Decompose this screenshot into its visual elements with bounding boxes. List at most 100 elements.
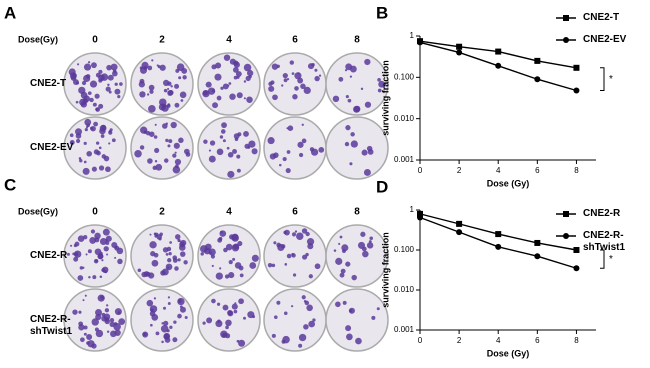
colony [114, 245, 120, 251]
colony [100, 134, 105, 138]
colony [226, 146, 230, 150]
colony [174, 158, 182, 166]
colony [169, 325, 173, 329]
colony [238, 265, 244, 271]
colony [342, 300, 347, 305]
colony [215, 272, 223, 280]
colony [114, 82, 118, 86]
colony [92, 275, 97, 280]
colony [163, 306, 167, 310]
colony [168, 252, 172, 256]
legend-label: CNE2-R-shTwist1 [583, 230, 626, 253]
colony [338, 76, 344, 82]
data-point [495, 62, 502, 69]
colony [98, 103, 104, 109]
colony [225, 319, 232, 327]
colony [172, 255, 178, 260]
colony [245, 75, 251, 82]
colony [98, 146, 102, 150]
colony [139, 145, 145, 150]
colony [333, 249, 337, 252]
colony [306, 238, 315, 246]
colony [207, 87, 216, 95]
colony [165, 253, 169, 256]
colony [105, 86, 111, 92]
colony [210, 254, 216, 259]
colony [95, 308, 103, 316]
dish-plate [197, 224, 261, 288]
colony [345, 95, 349, 99]
colony [349, 162, 353, 166]
y-tick-label: 0.100 [394, 245, 415, 254]
colony [85, 126, 89, 129]
colony [183, 260, 188, 265]
colony [114, 256, 117, 259]
data-point [417, 39, 423, 46]
colony [89, 97, 94, 103]
colony [344, 69, 348, 72]
significance-bracket [600, 67, 605, 92]
series-line [419, 216, 577, 269]
colony [98, 165, 105, 171]
colony [70, 141, 74, 145]
colony [224, 274, 230, 279]
colony [303, 324, 309, 330]
colony [203, 139, 208, 144]
colony [142, 331, 149, 338]
x-tick-label: 6 [535, 166, 540, 175]
colony [344, 141, 350, 147]
dose-header: 0 [92, 207, 98, 218]
colony [86, 150, 92, 157]
colony [155, 331, 160, 336]
legend-marker [563, 233, 569, 239]
dose-header: 6 [292, 35, 298, 46]
colony [276, 300, 281, 305]
colony [110, 330, 117, 338]
colony [246, 96, 253, 103]
colony [106, 64, 112, 71]
dish [63, 116, 127, 180]
colony [349, 75, 353, 78]
colony [271, 263, 276, 268]
colony [214, 73, 222, 81]
colony [208, 155, 216, 163]
data-point [573, 247, 580, 253]
colony [206, 317, 213, 324]
colony [273, 152, 279, 158]
colony [106, 330, 110, 333]
colony [362, 250, 369, 258]
colony [105, 241, 110, 245]
colony [117, 95, 121, 99]
colony [273, 241, 277, 245]
colony [267, 137, 275, 145]
dose-header: 2 [159, 35, 165, 46]
colony [200, 245, 208, 253]
dish [325, 224, 389, 288]
colony [91, 166, 97, 172]
colony [298, 333, 307, 342]
colony [361, 246, 367, 252]
colony [243, 97, 246, 100]
colony [87, 340, 95, 348]
colony [247, 69, 254, 77]
colony [150, 323, 153, 327]
colony [177, 297, 185, 306]
colony [349, 65, 357, 73]
colony [284, 263, 288, 266]
dish-plate [263, 288, 327, 352]
colony [167, 144, 171, 148]
colony [229, 58, 236, 65]
colony [166, 329, 170, 333]
colony [300, 83, 306, 90]
dish [325, 116, 389, 180]
colony [83, 332, 87, 336]
colony [139, 78, 145, 84]
colony [166, 246, 172, 252]
colony [164, 337, 171, 343]
colony [174, 83, 180, 89]
data-point [417, 214, 423, 221]
colony [297, 72, 300, 75]
colony [318, 147, 325, 153]
dish [197, 116, 261, 180]
